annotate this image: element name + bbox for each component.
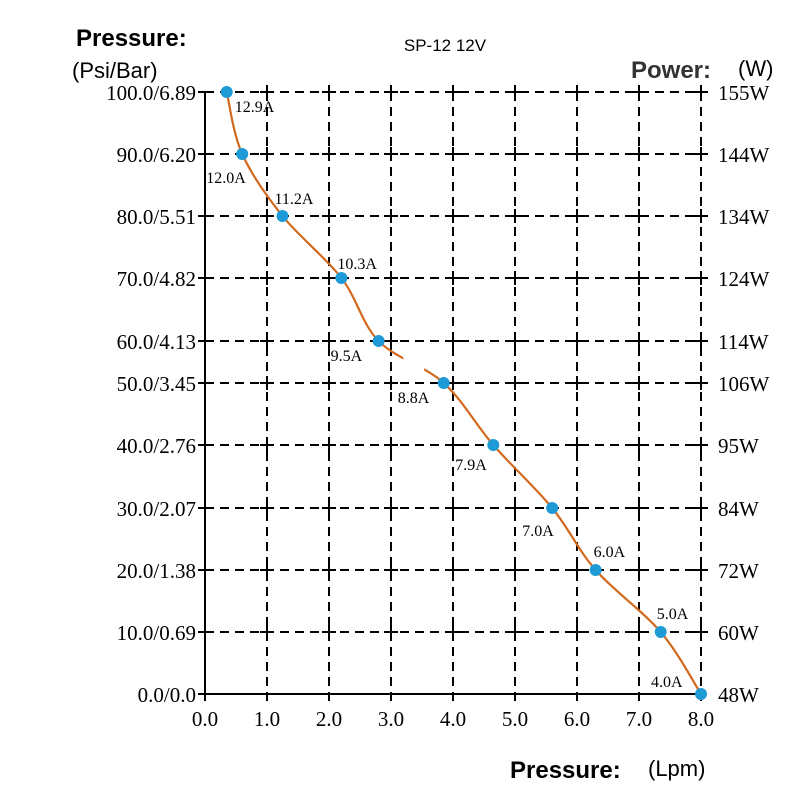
chart-title: SP-12 12V — [404, 36, 487, 55]
x-tick-label: 3.0 — [378, 707, 404, 731]
data-point — [236, 148, 249, 160]
x-axis-label: Pressure: — [510, 757, 621, 784]
x-tick-label: 6.0 — [564, 707, 590, 731]
data-points — [220, 86, 707, 700]
x-tick-label: 8.0 — [688, 707, 714, 731]
data-point — [437, 377, 450, 389]
y2-tick-label: 144W — [718, 143, 770, 167]
data-label: 6.0A — [594, 544, 626, 561]
y2-tick-label: 134W — [718, 205, 770, 229]
data-label: 12.9A — [235, 99, 275, 116]
data-labels: 12.9A 12.0A 11.2A 10.3A 9.5A 8.8A 7.9A 7.0A 6.0A… — [206, 99, 689, 691]
y-tick-label: 100.0/6.89 — [106, 81, 196, 105]
x-tick-label: 0.0 — [192, 707, 218, 731]
y-tick-labels: 0.0/0.0 10.0/0.69 20.0/1.38 30.0/2.07 40.0/2… — [106, 81, 196, 707]
data-label: 8.8A — [398, 390, 430, 407]
y-tick-label: 90.0/6.20 — [117, 143, 196, 167]
data-point — [487, 439, 500, 451]
data-point — [276, 210, 289, 222]
data-point — [220, 86, 233, 98]
y2-tick-label: 60W — [718, 621, 759, 645]
y2-tick-label: 124W — [718, 267, 770, 291]
y2-tick-label: 72W — [718, 559, 759, 583]
curve-gap — [403, 349, 425, 372]
y2-tick-label: 84W — [718, 497, 759, 521]
data-label: 4.0A — [651, 674, 683, 691]
x-tick-labels: 0.0 1.0 2.0 3.0 4.0 5.0 6.0 7.0 8.0 — [192, 707, 714, 731]
x-tick-label: 1.0 — [254, 707, 280, 731]
x-tick-label: 2.0 — [316, 707, 342, 731]
y-tick-label: 50.0/3.45 — [117, 372, 196, 396]
y2-tick-labels: 48W 60W 72W 84W 95W 106W 114W 124W 134W 144W 155W — [718, 81, 770, 707]
y2-axis-label: Power: — [631, 57, 711, 84]
axes — [198, 91, 702, 701]
y-tick-label: 30.0/2.07 — [117, 497, 196, 521]
y-tick-label: 80.0/5.51 — [117, 205, 196, 229]
y2-tick-label: 106W — [718, 372, 770, 396]
data-label: 7.0A — [522, 523, 554, 540]
y-tick-label: 0.0/0.0 — [138, 683, 196, 707]
data-label: 10.3A — [337, 256, 377, 273]
y2-tick-label: 155W — [718, 81, 770, 105]
data-label: 12.0A — [206, 170, 246, 187]
data-point — [654, 626, 667, 638]
y-axis-label: Pressure: — [76, 25, 187, 52]
y2-tick-label: 95W — [718, 434, 759, 458]
y-tick-label: 70.0/4.82 — [117, 267, 196, 291]
x-tick-label: 4.0 — [440, 707, 466, 731]
y-tick-label: 20.0/1.38 — [117, 559, 196, 583]
y-tick-label: 40.0/2.76 — [117, 434, 196, 458]
y2-tick-label: 48W — [718, 683, 759, 707]
y-axis-unit: (Psi/Bar) — [72, 58, 158, 83]
data-label: 11.2A — [275, 191, 314, 208]
y-tick-label: 10.0/0.69 — [117, 621, 196, 645]
grid-lines — [205, 85, 708, 694]
y2-tick-label: 114W — [718, 330, 769, 354]
y2-axis-unit: (W) — [738, 56, 773, 81]
data-point — [589, 564, 602, 576]
data-point — [372, 335, 385, 347]
data-label: 5.0A — [657, 606, 689, 623]
x-tick-label: 7.0 — [626, 707, 652, 731]
data-label: 9.5A — [331, 348, 363, 365]
data-point — [546, 502, 559, 514]
data-point — [695, 688, 707, 700]
x-tick-label: 5.0 — [502, 707, 528, 731]
data-label: 7.9A — [455, 457, 487, 474]
x-axis-unit: (Lpm) — [648, 756, 705, 781]
data-point — [335, 272, 348, 284]
series-line — [225, 91, 702, 695]
y-tick-label: 60.0/4.13 — [117, 330, 196, 354]
